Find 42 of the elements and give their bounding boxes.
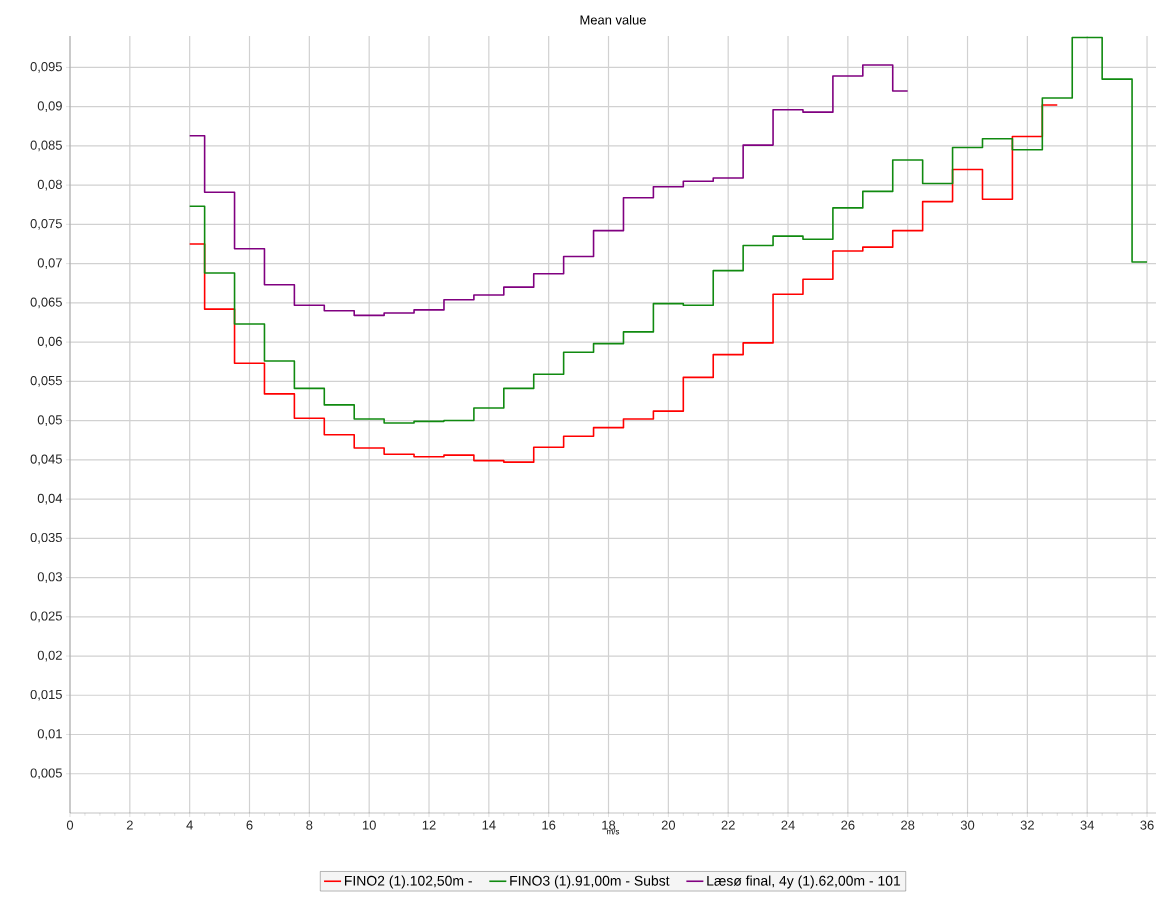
y-tick-label: 0,095 [30,62,62,73]
x-tick-label: 4 [186,820,193,830]
x-tick-label: 24 [781,820,795,830]
y-tick-label: 0,055 [30,375,62,387]
x-tick-label: 26 [841,820,855,830]
x-tick-label: 30 [960,820,975,830]
x-tick-label: 36 [1140,820,1154,830]
x-tick-label: 6 [246,820,253,830]
legend-label: FINO2 (1).102,50m - [345,875,472,889]
y-tick-label: 0,075 [30,219,62,230]
x-tick-label: 18 [602,820,616,830]
y-tick-label: 0,015 [30,689,62,701]
y-tick-label: 0,01 [37,729,62,740]
x-tick-label: 34 [1080,820,1095,830]
y-tick-label: 0,065 [30,297,62,309]
y-tick-label: 0,005 [30,768,62,780]
y-tick-label: 0,085 [30,140,62,152]
y-tick-label: 0,06 [37,336,62,348]
y-tick-label: 0,07 [37,258,62,269]
y-tick-label: 0,08 [37,179,62,191]
x-tick-label: 0 [66,820,74,830]
y-tick-label: 0,035 [30,532,62,544]
x-tick-label: 16 [542,820,556,830]
y-tick-label: 0,045 [30,454,62,466]
y-tick-label: 0,03 [37,572,62,583]
chart-title: Mean value [580,14,646,25]
y-tick-label: 0,09 [37,101,62,112]
y-tick-label: 0,04 [37,493,63,505]
x-tick-label: 32 [1020,820,1034,830]
legend-label: Læsø final, 4y (1).62,00m - 101 [707,875,901,889]
x-tick-label: 20 [661,820,676,830]
y-tick-label: 0,02 [37,650,62,662]
y-tick-label: 0,025 [30,611,62,623]
y-tick-label: 0,05 [37,415,62,426]
x-tick-label: 12 [422,820,436,830]
x-tick-label: 14 [482,820,496,830]
x-tick-label: 8 [306,820,313,830]
x-tick-label: 28 [901,820,915,830]
x-tick-label: 22 [721,820,735,830]
x-tick-label: 10 [362,820,376,830]
legend-label: FINO3 (1).91,00m - Subst [510,875,670,889]
x-tick-label: 2 [126,820,133,830]
